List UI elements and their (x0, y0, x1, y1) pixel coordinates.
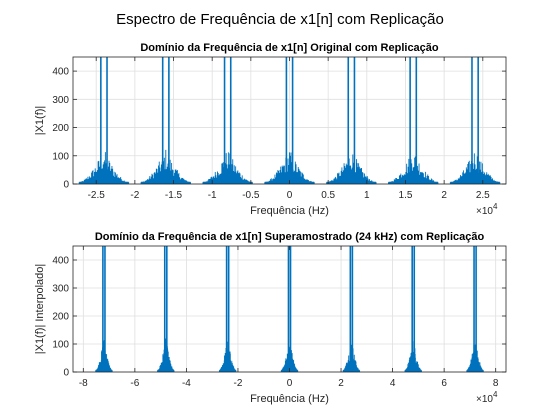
x-tick-label: 6 (441, 378, 447, 389)
spectrum-replica (404, 246, 422, 372)
bottom-axes-title: Domínio da Frequência de x1[n] Superamos… (95, 231, 485, 243)
x-tick-label: 1 (364, 190, 370, 201)
x-tick-label: 0.5 (321, 190, 335, 201)
top-axes-x-exponent-base: ×10 (476, 206, 493, 217)
top-axes-title: Domínio da Frequência de x1[n] Original … (140, 42, 439, 54)
bottom-axes-ticks: -8 -6 -4 -2 0 2 4 6 8 0 100 200 300 400 (52, 246, 506, 389)
spectrum-base (157, 369, 175, 372)
x-tick-label: 0 (287, 190, 293, 201)
spectrum-base (95, 369, 113, 372)
spectrum-base (343, 369, 360, 372)
spectrum-replica (466, 246, 484, 372)
x-tick-label: 1.5 (399, 190, 413, 201)
spectrum-sidebands (404, 341, 422, 372)
top-axes-x-exponent: ×104 (476, 202, 498, 217)
top-axes-ylabel: |X1(f)| (34, 106, 46, 136)
spectrum-sidebands (264, 152, 315, 184)
y-tick-label: 300 (52, 284, 69, 295)
y-tick-label: 300 (52, 95, 69, 106)
bottom-axes-xlabel: Frequência (Hz) (250, 393, 329, 405)
x-tick-label: -2 (130, 190, 139, 201)
spectrum-sidebands (388, 156, 439, 184)
spectrum-base (388, 181, 438, 184)
spectrum-replica (388, 57, 439, 184)
spectrum-base (326, 181, 377, 184)
spectrum-sidebands (78, 152, 130, 184)
spectrum-sidebands (95, 340, 113, 372)
bottom-axes: Domínio da Frequência de x1[n] Superamos… (34, 231, 507, 405)
spectrum-sidebands (466, 343, 484, 372)
spectrum-sidebands (157, 338, 175, 372)
y-tick-label: 200 (52, 123, 69, 134)
spectrum-sidebands (218, 341, 237, 372)
bottom-axes-ylabel: |X1(f)| Interpolado| (34, 264, 46, 355)
bottom-axes-x-exponent-power: 4 (493, 390, 498, 399)
spectrum-replica (326, 57, 377, 184)
spectrum-base (404, 369, 422, 372)
x-tick-label: -6 (130, 378, 139, 389)
x-tick-label: 8 (493, 378, 499, 389)
y-tick-label: 0 (63, 180, 69, 191)
spectrum-base (450, 181, 500, 184)
y-tick-label: 100 (52, 340, 69, 351)
spectrum-sidebands (202, 152, 253, 184)
y-tick-label: 400 (52, 67, 69, 78)
bottom-axes-x-exponent: ×104 (476, 390, 498, 405)
spectrum-base (466, 369, 484, 372)
top-axes: Domínio da Frequência de x1[n] Original … (34, 42, 507, 217)
spectrum-sidebands (342, 344, 361, 372)
figure-suptitle: Espectro de Frequência de x1[n] com Repl… (116, 11, 444, 28)
top-axes-ticks: -2.5 -2 -1.5 -1 -0.5 0 0.5 1 1.5 2 2.5 0 100 200 300 40… (52, 57, 506, 201)
x-tick-label: 2 (338, 378, 344, 389)
x-tick-label: -1 (208, 190, 217, 201)
spectrum-replica (78, 57, 130, 184)
spectrum-base (219, 369, 236, 372)
x-tick-label: -1.5 (165, 190, 183, 201)
x-tick-label: 2 (441, 190, 447, 201)
y-tick-label: 400 (52, 256, 69, 267)
spectrum-replica (140, 57, 191, 184)
top-axes-spectrum (78, 57, 501, 184)
spectrum-sidebands (326, 154, 377, 184)
x-tick-label: 4 (390, 378, 396, 389)
x-tick-label: 0 (287, 378, 293, 389)
x-tick-label: 2.5 (476, 190, 490, 201)
spectrum-replica (218, 246, 237, 372)
x-tick-label: -0.5 (242, 190, 260, 201)
y-tick-label: 200 (52, 312, 69, 323)
x-tick-label: -2.5 (88, 190, 106, 201)
spectrum-replica (95, 246, 113, 372)
top-axes-xlabel: Frequência (Hz) (250, 205, 329, 217)
top-axes-x-exponent-power: 4 (493, 202, 498, 211)
spectrum-replica (157, 246, 175, 372)
spectrum-sidebands (449, 153, 501, 184)
y-tick-label: 100 (52, 151, 69, 162)
spectrum-replica (202, 57, 253, 184)
x-tick-label: -2 (233, 378, 242, 389)
x-tick-label: -8 (79, 378, 88, 389)
y-tick-label: 0 (63, 368, 69, 379)
x-tick-label: -4 (182, 378, 191, 389)
bottom-axes-spectrum (95, 246, 484, 372)
spectrum-replica (342, 246, 361, 372)
spectrum-base (79, 181, 129, 184)
spectrum-replica (449, 57, 501, 184)
spectrum-base (141, 181, 191, 184)
spectrum-base (202, 181, 253, 184)
bottom-axes-x-exponent-base: ×10 (476, 394, 493, 405)
spectrum-sidebands (140, 149, 191, 184)
